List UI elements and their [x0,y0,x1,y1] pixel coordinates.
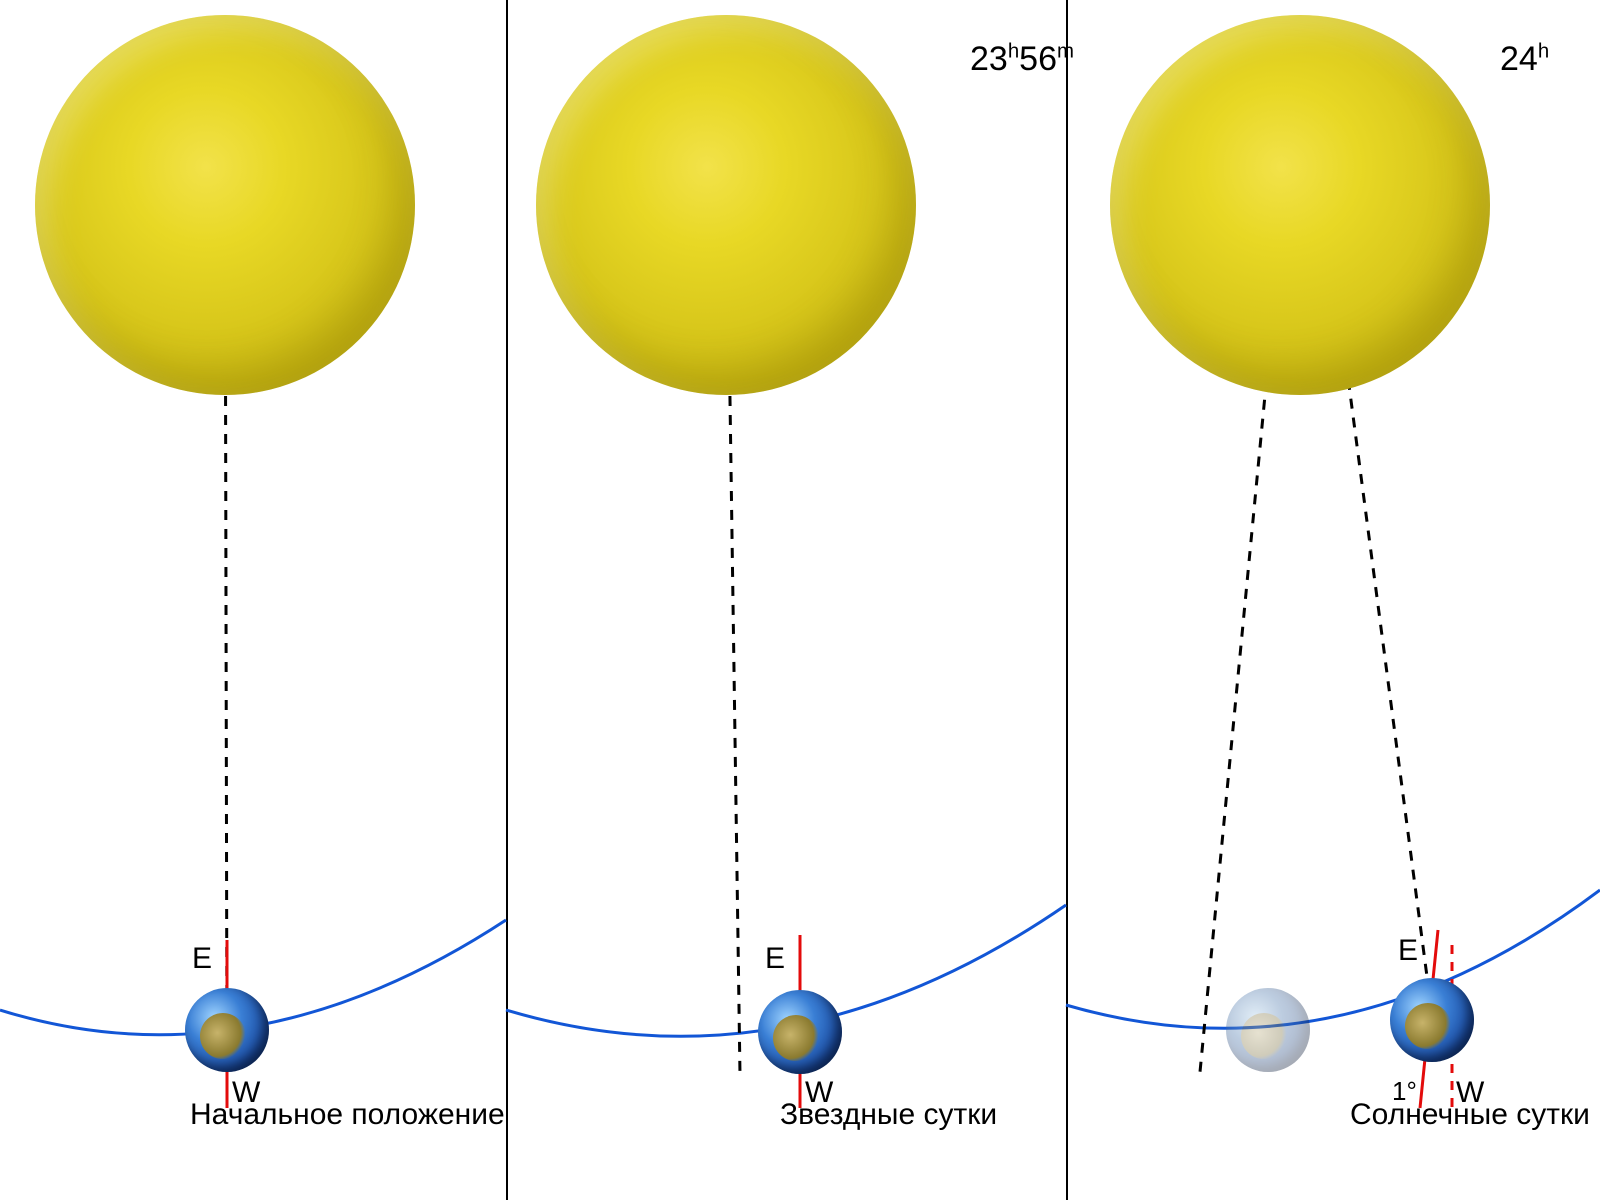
panel-divider-1 [506,0,508,1200]
orbit-arc-3 [1066,890,1600,1028]
p2-time-56: 56 [1019,40,1057,78]
p3-caption: Солнечные сутки [1350,1098,1590,1132]
panel-divider-2 [1066,0,1068,1200]
p3-time-24: 24 [1500,40,1538,78]
p1-caption: Начальное положение [190,1098,505,1132]
p2-time-h1: h [1008,41,1019,63]
p1-earth [185,988,269,1072]
p2-time-23: 23 [970,40,1008,78]
p3-time-label: 24h [1500,40,1549,79]
p2-caption: Звездные сутки [780,1098,997,1132]
p2-time-label: 23h56m [970,40,1074,79]
p3-earth-ghost [1226,988,1310,1072]
p3-earth [1390,978,1474,1062]
p2-label-E: E [765,942,785,976]
p1-label-E: E [192,942,212,976]
p1-sun [35,15,415,395]
p2-sun [536,15,916,395]
p2-earth [758,990,842,1074]
p3-time-h: h [1538,41,1549,63]
p2-time-m: m [1057,41,1074,63]
p3-sun [1110,15,1490,395]
diagram-stage: 23h56m 24h E W E W E W 1° Начальное поло… [0,0,1600,1200]
p3-label-E: E [1398,934,1418,968]
